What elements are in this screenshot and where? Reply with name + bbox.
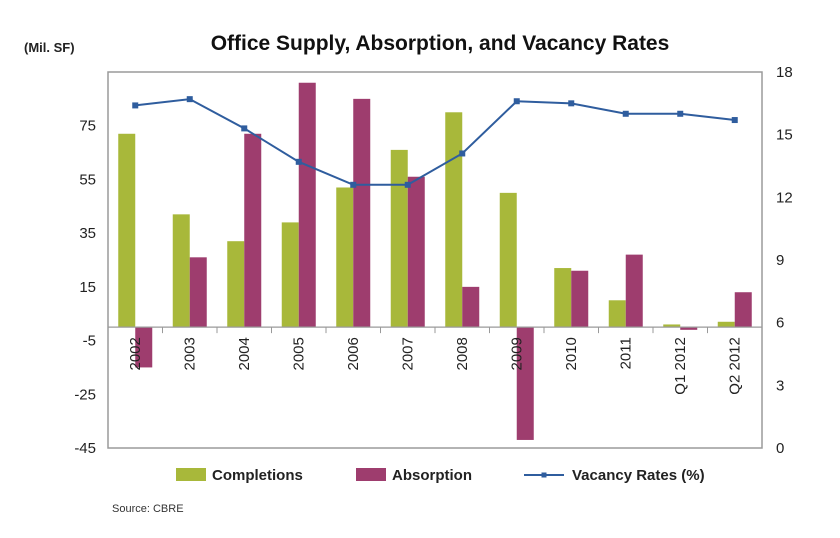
bar-completions-11 [717,321,735,328]
legend-label-vacancy: Vacancy Rates (%) [572,467,705,484]
vacancy-point-0 [132,102,139,109]
y-right-ticks: 18 15 12 9 6 3 0 [776,64,793,457]
bar-absorption-4 [353,98,371,328]
legend-label-completions: Completions [212,467,303,484]
bar-completions-9 [608,300,626,328]
bar-completions-5 [390,149,408,328]
vacancy-line [132,96,738,188]
y-right-tick-label: 0 [776,440,784,457]
bars [107,82,763,440]
y-right-tick-label: 9 [776,252,784,269]
x-category-label: Q1 2012 [672,337,689,395]
x-category-label: 2002 [127,337,144,370]
x-category-label: 2009 [509,337,526,370]
vacancy-point-9 [622,110,629,117]
vacancy-point-4 [350,181,357,188]
vacancy-point-5 [404,181,411,188]
y-left-unit-label: (Mil. SF) [24,40,75,55]
vacancy-point-8 [568,100,575,107]
bar-completions-10 [663,324,681,328]
bar-completions-8 [554,268,572,328]
bar-absorption-10 [680,327,698,330]
legend-swatch-vacancy-marker [541,472,547,478]
bar-absorption-1 [189,257,207,328]
vacancy-point-7 [513,98,520,105]
x-category-label: 2010 [563,337,580,370]
y-right-tick-label: 15 [776,127,793,144]
vacancy-point-11 [731,117,738,124]
y-left-tick-label: 15 [79,279,96,296]
y-left-tick-label: -25 [74,386,96,403]
x-category-label: 2005 [291,337,308,370]
vacancy-line-path [135,98,735,186]
bar-absorption-5 [407,176,425,328]
x-category-label: 2004 [236,337,253,370]
y-right-tick-label: 3 [776,377,784,394]
x-category-label: 2003 [182,337,199,370]
y-right-tick-label: 12 [776,189,793,206]
legend-swatch-completions [176,468,206,481]
vacancy-point-3 [295,158,302,165]
y-right-tick-label: 6 [776,315,784,332]
y-right-tick-label: 18 [776,64,793,81]
bar-absorption-9 [625,254,643,328]
category-labels: 2002 2003 2004 2005 2006 2007 2008 2009 2010 2011… [127,337,744,395]
bar-completions-1 [172,214,190,328]
legend: Completions Absorption Vacancy Rates (%) [176,467,705,484]
y-left-tick-label: 75 [79,118,96,135]
bar-completions-2 [227,241,245,328]
bar-absorption-8 [571,270,589,328]
x-category-label: 2006 [345,337,362,370]
plot-area [107,71,763,449]
vacancy-point-6 [459,150,466,157]
vacancy-point-2 [241,125,248,132]
y-left-tick-label: -5 [83,333,96,350]
source-note: Source: CBRE [112,503,184,515]
bar-absorption-7 [516,327,534,440]
bar-absorption-0 [135,327,153,368]
y-left-tick-label: -45 [74,440,96,457]
x-category-label: 2008 [454,337,471,370]
bar-completions-4 [336,187,354,328]
bar-absorption-11 [734,292,752,328]
bar-completions-6 [445,112,463,328]
bar-absorption-2 [244,133,262,328]
bar-absorption-6 [462,286,480,328]
y-left-tick-label: 35 [79,225,96,242]
y-left-tick-label: 55 [79,171,96,188]
bar-completions-7 [499,192,517,328]
x-category-label: Q2 2012 [727,337,744,395]
x-category-label: 2007 [400,337,417,370]
bar-absorption-3 [298,82,316,328]
legend-swatch-absorption [356,468,386,481]
y-left-ticks: 75 55 35 15 -5 -25 -45 [74,118,96,457]
bar-completions-3 [281,222,299,328]
vacancy-point-1 [186,96,193,103]
bar-completions-0 [118,133,136,328]
legend-label-absorption: Absorption [392,467,472,484]
x-category-label: 2011 [618,337,635,369]
chart-title: Office Supply, Absorption, and Vacancy R… [211,32,670,55]
vacancy-point-10 [677,110,684,117]
